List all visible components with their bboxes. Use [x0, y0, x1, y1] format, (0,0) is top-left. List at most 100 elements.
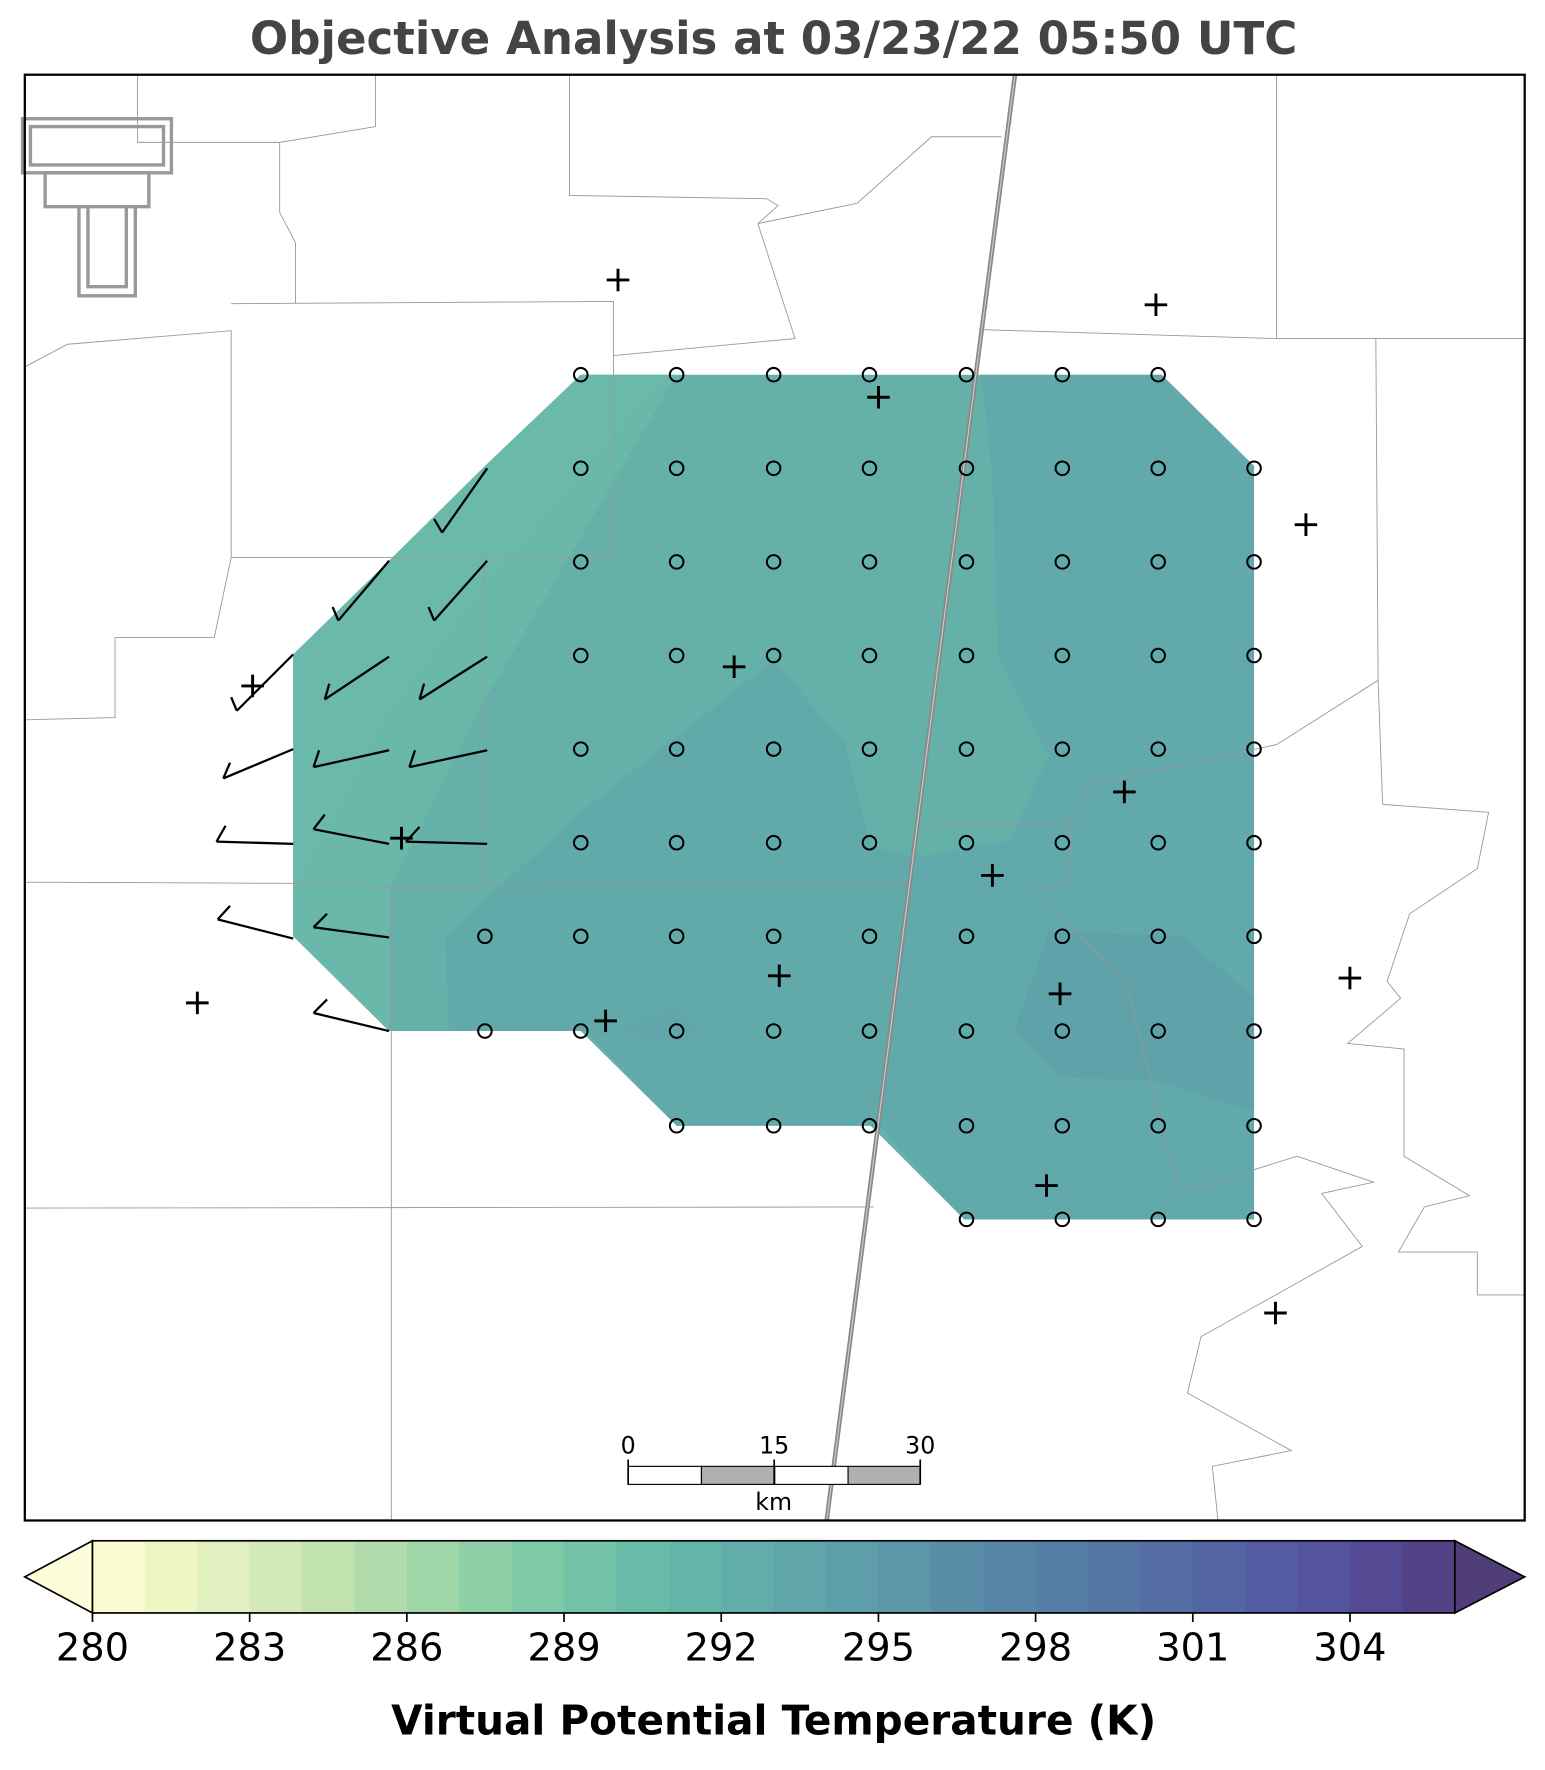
grid-point [1054, 1117, 1071, 1134]
colorbar-tick-label: 292 [685, 1626, 758, 1671]
station [606, 268, 630, 292]
grid-point [1150, 1117, 1166, 1134]
colorbar-tick-label: 283 [213, 1626, 286, 1671]
grid-point [1054, 554, 1071, 570]
colorbar-segment [1088, 1540, 1141, 1613]
grid-point [958, 741, 975, 757]
colorbar-segment [616, 1540, 670, 1613]
colorbar-segment [930, 1540, 984, 1613]
grid-point [1150, 554, 1166, 570]
grid-point [1150, 741, 1166, 757]
colorbar-tick-label: 298 [999, 1626, 1072, 1671]
grid-point [668, 1023, 685, 1039]
colorbar-segment [1140, 1540, 1194, 1613]
grid-point [861, 1117, 878, 1134]
station [722, 655, 746, 679]
colorbar-extend-low [23, 1539, 94, 1615]
grid-point [958, 1211, 975, 1228]
scale-tick-label: 0 [621, 1432, 636, 1460]
grid-point [1150, 366, 1166, 383]
colorbar-tick-label: 295 [842, 1626, 915, 1671]
grid-point [765, 1117, 782, 1134]
grid-point [668, 460, 685, 477]
county-lines [24, 74, 1525, 1521]
grid-point [1246, 1211, 1262, 1228]
analysis-field [293, 374, 1255, 1220]
grid-point [668, 741, 685, 757]
colorbar-segment [721, 1540, 775, 1613]
grid-point [1054, 741, 1071, 757]
grid-point [765, 928, 782, 945]
station [1035, 1174, 1058, 1197]
grid-point [1150, 1211, 1166, 1228]
wind-barbs [215, 467, 489, 1033]
colorbar-extend-high [1453, 1539, 1527, 1615]
grid-point [765, 366, 782, 383]
grid-point [1246, 1023, 1262, 1039]
scale-tick-label: 15 [759, 1432, 789, 1460]
highway [824, 74, 1018, 1521]
grid-point [1246, 647, 1262, 664]
grid-point [1054, 928, 1071, 945]
grid-point [573, 1023, 589, 1039]
station [1294, 513, 1318, 536]
colorbar-frame [91, 1539, 1456, 1614]
station [767, 964, 791, 988]
grid-point [765, 460, 782, 477]
grid-point [573, 366, 589, 383]
grid-point [573, 928, 589, 945]
grid-point [1246, 928, 1262, 945]
station [867, 385, 890, 409]
map: km 0 15 30 [20, 73, 1526, 1522]
grid-point [1246, 460, 1262, 477]
grid-point [765, 647, 782, 664]
grid-point [573, 741, 589, 757]
grid-point [861, 460, 878, 477]
grid-point [765, 1023, 782, 1039]
colorbar-segment [406, 1540, 460, 1613]
colorbar-segment [1402, 1540, 1456, 1613]
colorbar-segment [1297, 1540, 1351, 1613]
colorbar-segment [249, 1540, 303, 1613]
grid-point [668, 554, 685, 570]
grid-point [958, 460, 975, 477]
colorbar-segment [511, 1540, 565, 1613]
grid-point [477, 1023, 493, 1039]
grid-point [668, 366, 685, 383]
grid-point [477, 928, 493, 945]
grid-point [1246, 834, 1262, 851]
grid-point [573, 647, 589, 664]
station [594, 1009, 617, 1033]
grid-point [958, 834, 975, 851]
colorbar-segment [564, 1540, 618, 1613]
colorbar: Virtual Potential Temperature (K) 280 283… [23, 1539, 1527, 1744]
grid-point [861, 647, 878, 664]
grid-point [668, 647, 685, 664]
colorbar-segment [826, 1540, 879, 1613]
grid-point [1054, 1211, 1071, 1228]
grid-point [861, 741, 878, 757]
station [981, 864, 1004, 887]
station [1264, 1301, 1287, 1325]
grid-point [573, 834, 589, 851]
colorbar-segment [1035, 1540, 1089, 1613]
grid-point [765, 834, 782, 851]
station [1113, 780, 1136, 804]
title: Objective Analysis at 03/23/22 05:50 UTC [250, 12, 1297, 65]
grid-point [958, 1023, 975, 1039]
station [1338, 966, 1362, 990]
grid-point [1150, 928, 1166, 945]
grid-point [861, 834, 878, 851]
grid-point [573, 554, 589, 570]
grid-point [668, 1117, 685, 1134]
station [1144, 293, 1168, 317]
grid-point [1246, 1117, 1262, 1134]
grid-point [1054, 834, 1071, 851]
grid-point [668, 928, 685, 945]
grid-point [668, 834, 685, 851]
grid-point [958, 554, 975, 570]
grid-point [1054, 366, 1071, 383]
grid-point [861, 366, 878, 383]
colorbar-segment [1349, 1540, 1403, 1613]
